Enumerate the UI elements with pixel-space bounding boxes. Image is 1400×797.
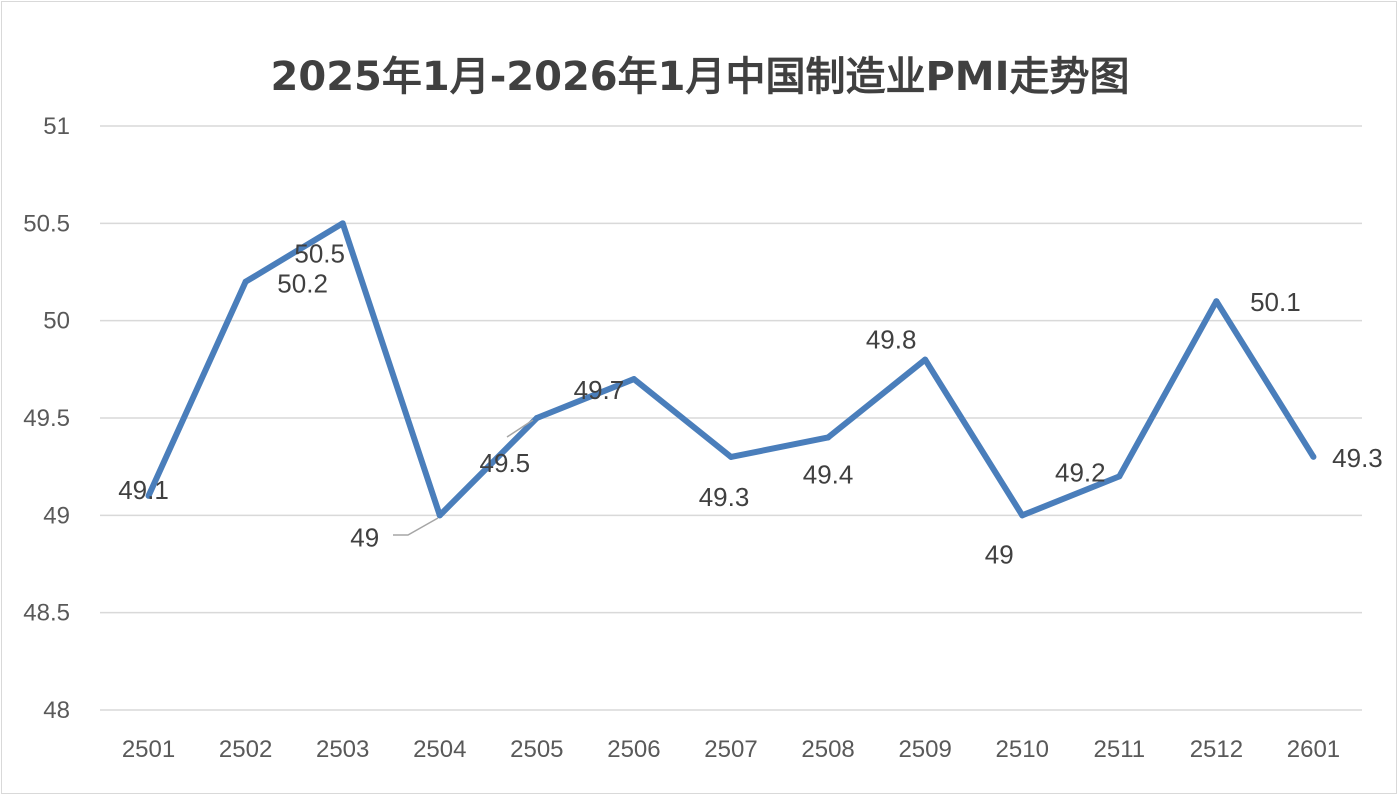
data-point (728, 453, 734, 460)
data-point (1019, 512, 1026, 519)
data-point (145, 492, 152, 499)
y-tick-label: 48 (43, 697, 70, 724)
data-label: 50.1 (1250, 287, 1301, 317)
x-tick-label: 2512 (1190, 736, 1243, 763)
data-point (1310, 453, 1317, 460)
leader-line (393, 517, 439, 536)
x-tick-label: 2506 (607, 736, 660, 763)
y-tick-label: 49 (43, 502, 70, 529)
data-label: 49.7 (574, 375, 625, 405)
data-point (630, 376, 637, 383)
x-tick-label: 2510 (996, 736, 1049, 763)
x-tick-label: 2511 (1094, 736, 1146, 763)
x-tick-label: 2508 (801, 736, 854, 763)
data-point (339, 220, 346, 227)
data-label: 50.5 (294, 238, 345, 268)
y-tick-label: 50.5 (23, 210, 70, 237)
chart-title: 2025年1月-2026年1月中国制造业PMI走势图 (270, 54, 1130, 100)
data-label: 49.3 (1332, 443, 1383, 473)
x-tick-label: 2502 (219, 736, 272, 763)
data-label: 49.1 (118, 475, 169, 505)
x-tick-label: 2503 (316, 736, 369, 763)
data-point (825, 434, 832, 441)
data-label: 50.2 (277, 269, 328, 299)
y-tick-label: 51 (43, 113, 70, 140)
data-point (1213, 298, 1220, 305)
data-label: 49.4 (803, 459, 854, 489)
data-label: 49.3 (699, 482, 750, 512)
data-label: 49 (350, 522, 379, 552)
x-tick-label: 2507 (704, 736, 757, 763)
data-label: 49.8 (866, 325, 917, 355)
x-tick-label: 2504 (413, 736, 466, 763)
y-tick-label: 49.5 (23, 405, 70, 432)
data-point (242, 278, 249, 285)
x-tick-label: 2501 (122, 736, 175, 763)
data-label: 49 (985, 539, 1014, 569)
data-label: 49.5 (480, 448, 531, 478)
leader-line (506, 419, 534, 438)
data-point (533, 415, 540, 421)
data-point (922, 356, 929, 363)
data-point (1116, 473, 1123, 480)
x-tick-label: 2601 (1287, 736, 1340, 763)
data-label: 49.2 (1055, 457, 1106, 487)
x-tick-label: 2509 (898, 736, 951, 763)
x-tick-label: 2505 (510, 736, 563, 763)
y-tick-label: 48.5 (23, 600, 70, 627)
data-point (436, 512, 443, 519)
y-tick-label: 50 (43, 308, 70, 335)
